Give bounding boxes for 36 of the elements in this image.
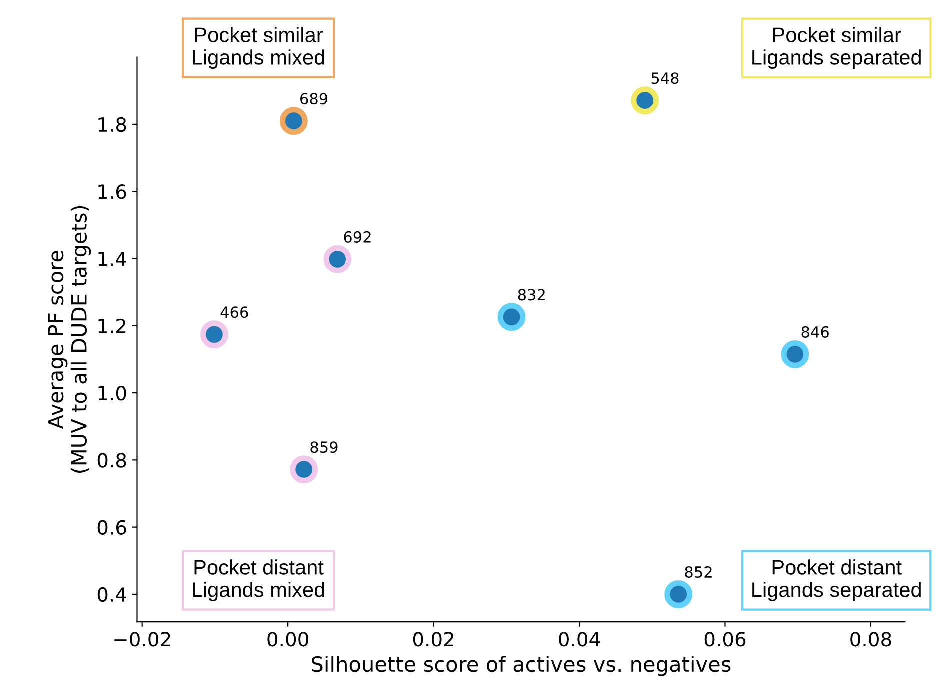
point (781, 340, 810, 368)
y-tick-label: 0.4 (98, 587, 126, 602)
annotation: Pocket distant Ligands mixed (193, 560, 324, 602)
annotation: Pocket similar Ligands separated (752, 27, 921, 70)
x-tick-label: 0.04 (559, 632, 600, 647)
annotation: 466 (220, 306, 248, 318)
annotation: 689 (300, 93, 328, 105)
annotation: 692 (344, 231, 371, 243)
annotation: 859 (310, 442, 338, 454)
x-tick-label: 0.08 (850, 632, 892, 647)
annotation: 832 (518, 289, 545, 301)
y-tick-label: 1.8 (98, 117, 126, 132)
x-tick-label: 0.02 (413, 632, 454, 647)
point (200, 320, 228, 349)
y-tick-label: 1.0 (98, 386, 126, 401)
annotation: 548 (652, 72, 679, 84)
x-axis-title: Silhouette score of actives vs. negatives (312, 656, 731, 676)
point (290, 456, 318, 484)
y-tick-label: 0.8 (98, 453, 126, 468)
x-tick-label: 0.06 (704, 632, 746, 647)
y-tick-label: 1.6 (98, 184, 126, 200)
point (280, 107, 308, 136)
point (498, 303, 526, 332)
y-axis-title: Average PF score (MUV to all DUDE targets) (48, 206, 92, 473)
y-tick-label: 1.2 (98, 318, 126, 334)
x-tick-label: 0.00 (268, 632, 308, 647)
y-tick-label: 1.4 (98, 252, 126, 266)
y-tick-label: 0.6 (98, 520, 126, 535)
annotation: Pocket distant Ligands separated (752, 560, 921, 602)
point (631, 86, 660, 115)
x-tick-label: −0.02 (114, 632, 170, 647)
annotation: 846 (802, 326, 829, 338)
point (324, 245, 352, 274)
annotation: 852 (685, 566, 712, 578)
annotation: Pocket similar Ligands mixed (193, 27, 324, 70)
point (664, 580, 693, 608)
